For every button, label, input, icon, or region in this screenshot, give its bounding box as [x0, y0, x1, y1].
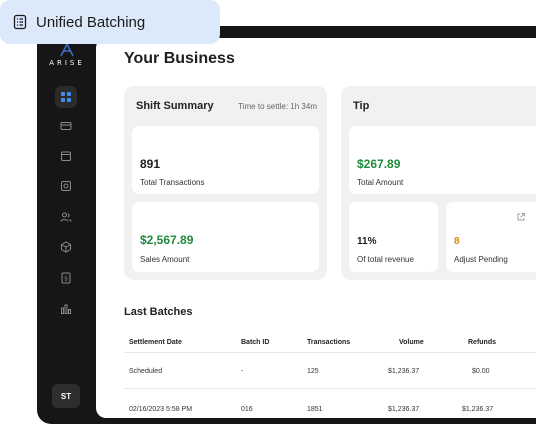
cell-transactions: 125: [307, 368, 319, 375]
tip-title: Tip: [353, 100, 370, 112]
shift-summary-card: Shift Summary Time to settle: 1h 34m 891…: [124, 86, 327, 280]
feature-chip: Unified Batching: [0, 0, 220, 44]
dollar-icon: $: [61, 272, 71, 284]
users-icon: [60, 212, 72, 222]
terminal-icon: [61, 181, 71, 191]
sales-amount-label: Sales Amount: [140, 255, 190, 264]
app-window: ARISE: [37, 26, 536, 424]
cell-transactions: 1851: [307, 406, 323, 413]
logo-text: ARISE: [49, 59, 85, 67]
cell-volume: $1,236.37: [388, 368, 420, 375]
sidebar-item-payments[interactable]: $: [55, 267, 77, 289]
adjust-pending-label: Adjust Pending: [454, 255, 508, 264]
sidebar-item-reports[interactable]: [55, 298, 77, 320]
cell-batch-id: -: [241, 368, 244, 375]
cell-settlement-date: Scheduled: [129, 368, 163, 375]
chip-label: Unified Batching: [36, 13, 146, 31]
cell-refunds: $0.00: [472, 368, 490, 375]
col-settlement-date: Settlement Date: [129, 339, 182, 346]
sales-amount-tile: $2,567.89 Sales Amount: [132, 202, 319, 272]
cell-refunds: $1,236.37: [462, 406, 494, 413]
col-volume: Volume: [399, 339, 424, 346]
total-transactions-value: 891: [140, 157, 161, 171]
cell-settlement-date: 02/16/2023 5:58 PM: [129, 406, 193, 413]
sidebar-item-calendar[interactable]: [55, 145, 77, 167]
col-transactions: Transactions: [307, 339, 351, 346]
time-to-settle: Time to settle: 1h 34m: [238, 102, 317, 111]
external-link-icon[interactable]: [516, 212, 526, 222]
pct-revenue-tile: 11% Of total revenue: [349, 202, 438, 272]
pct-revenue-value: 11%: [357, 236, 377, 247]
sidebar-item-dashboard[interactable]: [55, 86, 77, 108]
last-batches-title: Last Batches: [124, 306, 193, 318]
arise-logo: ARISE: [45, 42, 89, 72]
logo-mark-icon: [60, 42, 74, 57]
sidebar-item-cards[interactable]: [55, 115, 77, 137]
sidebar-item-terminal[interactable]: [55, 175, 77, 197]
tip-card: Tip $267.89 Total Amount 11% Of total re…: [341, 86, 536, 280]
main-content: Your Business Shift Summary Time to sett…: [96, 38, 536, 418]
cell-volume: $1,236.37: [388, 406, 420, 413]
table-divider: [124, 352, 536, 353]
table-divider: [124, 388, 536, 389]
chart-icon: [61, 304, 71, 314]
sales-amount-value: $2,567.89: [140, 233, 194, 247]
tip-total-amount-label: Total Amount: [357, 178, 404, 187]
total-transactions-tile: 891 Total Transactions: [132, 126, 319, 194]
pct-revenue-label: Of total revenue: [357, 255, 414, 264]
col-batch-id: Batch ID: [241, 339, 270, 346]
list-icon: [13, 14, 27, 30]
card-icon: [60, 122, 72, 130]
adjust-pending-tile[interactable]: 8 Adjust Pending: [446, 202, 536, 272]
tip-total-amount-value: $267.89: [357, 157, 401, 171]
page-title: Your Business: [124, 50, 235, 67]
sidebar-item-users[interactable]: [55, 206, 77, 228]
col-refunds: Refunds: [468, 339, 496, 346]
sidebar-item-products[interactable]: [55, 236, 77, 258]
svg-text:$: $: [64, 276, 68, 283]
tip-total-amount-tile: $267.89 Total Amount: [349, 126, 536, 194]
total-transactions-label: Total Transactions: [140, 178, 205, 187]
box-icon: [61, 241, 71, 253]
grid-icon: [61, 92, 71, 102]
adjust-pending-value: 8: [454, 236, 460, 247]
shift-summary-title: Shift Summary: [136, 100, 214, 112]
calendar-icon: [61, 151, 71, 161]
user-avatar[interactable]: ST: [52, 384, 80, 408]
sidebar: ARISE: [37, 26, 95, 424]
cell-batch-id: 016: [241, 406, 253, 413]
